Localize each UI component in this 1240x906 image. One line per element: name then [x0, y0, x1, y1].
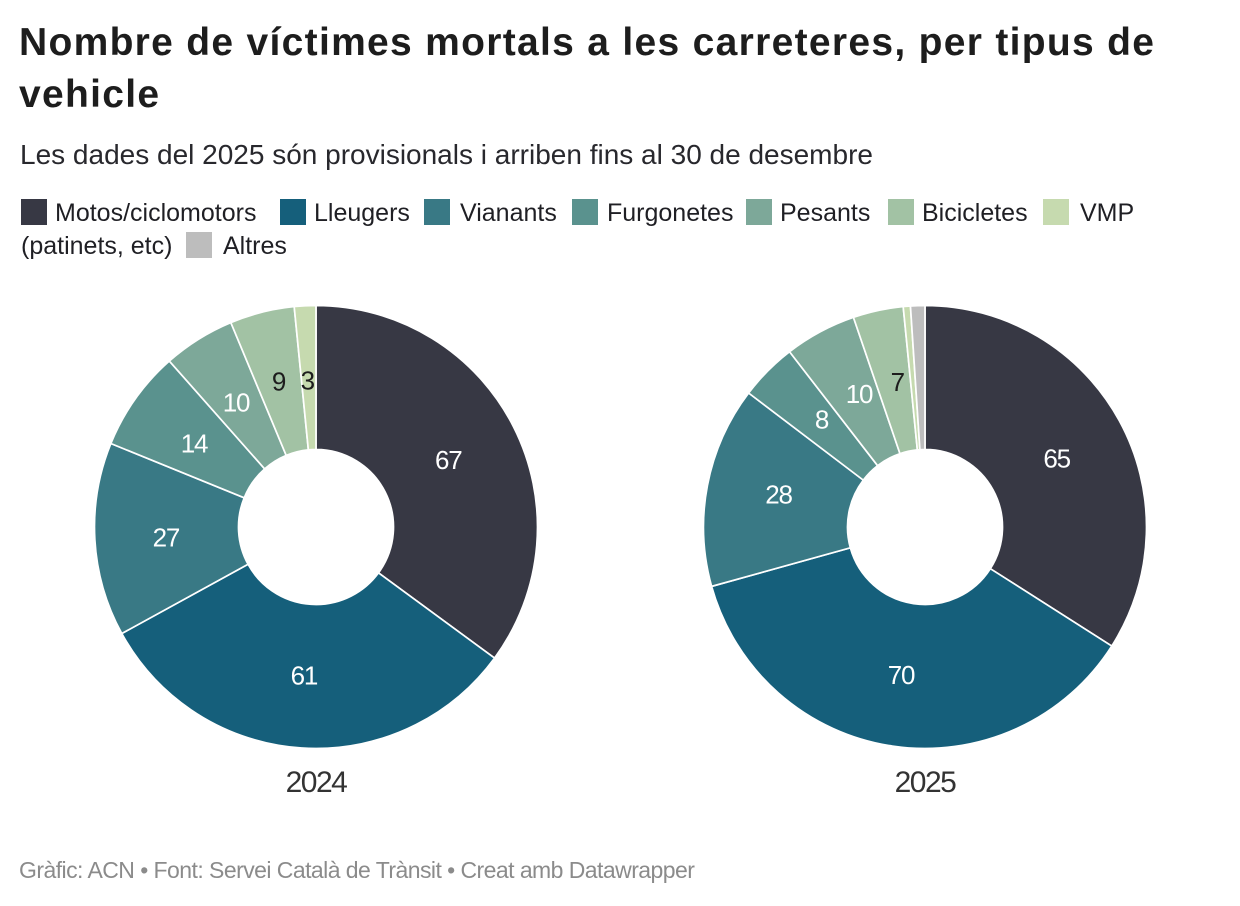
- svg-text:27: 27: [153, 522, 180, 552]
- svg-text:3: 3: [301, 365, 315, 395]
- svg-text:10: 10: [846, 379, 873, 409]
- svg-text:61: 61: [291, 660, 318, 690]
- svg-text:10: 10: [223, 387, 250, 417]
- svg-text:70: 70: [888, 660, 915, 690]
- svg-text:67: 67: [435, 445, 462, 475]
- svg-text:28: 28: [766, 479, 793, 509]
- svg-text:7: 7: [891, 367, 905, 397]
- svg-text:9: 9: [272, 366, 286, 396]
- svg-text:14: 14: [181, 428, 208, 458]
- svg-text:65: 65: [1044, 443, 1071, 473]
- svg-text:8: 8: [815, 404, 829, 434]
